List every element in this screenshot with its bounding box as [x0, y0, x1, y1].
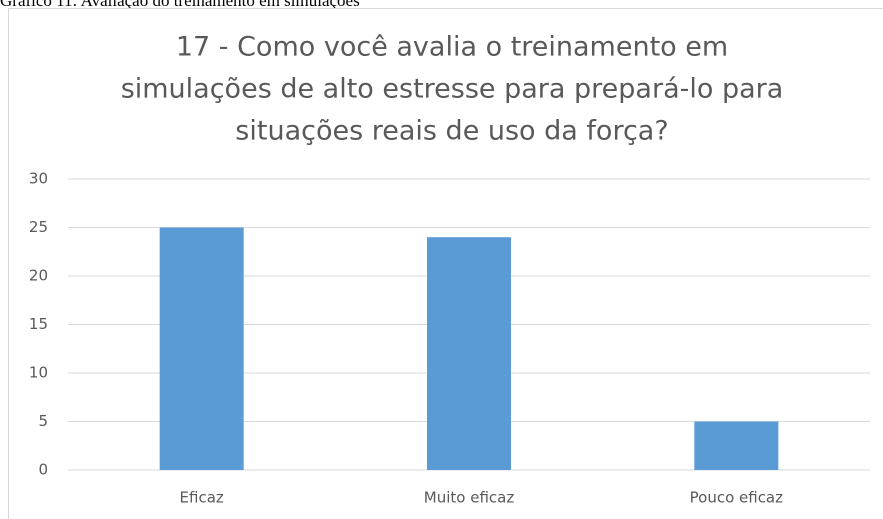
y-tick-label: 10: [29, 364, 48, 382]
bar: [427, 237, 511, 470]
bar: [694, 421, 779, 470]
y-tick-label: 15: [29, 315, 48, 333]
x-tick-label: Pouco eficaz: [690, 489, 784, 507]
y-tick-label: 0: [38, 461, 48, 479]
bar: [159, 227, 244, 470]
chart-title: 17 - Como você avalia o treinamento em: [176, 32, 728, 63]
y-tick-label: 5: [38, 412, 48, 430]
chart-title: situações reais de uso da força?: [235, 116, 668, 147]
chart-title: simulações de alto estresse para prepará…: [121, 74, 784, 105]
x-tick-label: Muito eficaz: [424, 489, 515, 507]
x-tick-label: Eficaz: [180, 489, 224, 507]
y-tick-label: 30: [29, 170, 48, 188]
caption: Gráfico 11: Avaliação do treinamento em …: [0, 0, 360, 10]
y-tick-label: 25: [29, 218, 48, 236]
y-tick-label: 20: [29, 267, 48, 285]
